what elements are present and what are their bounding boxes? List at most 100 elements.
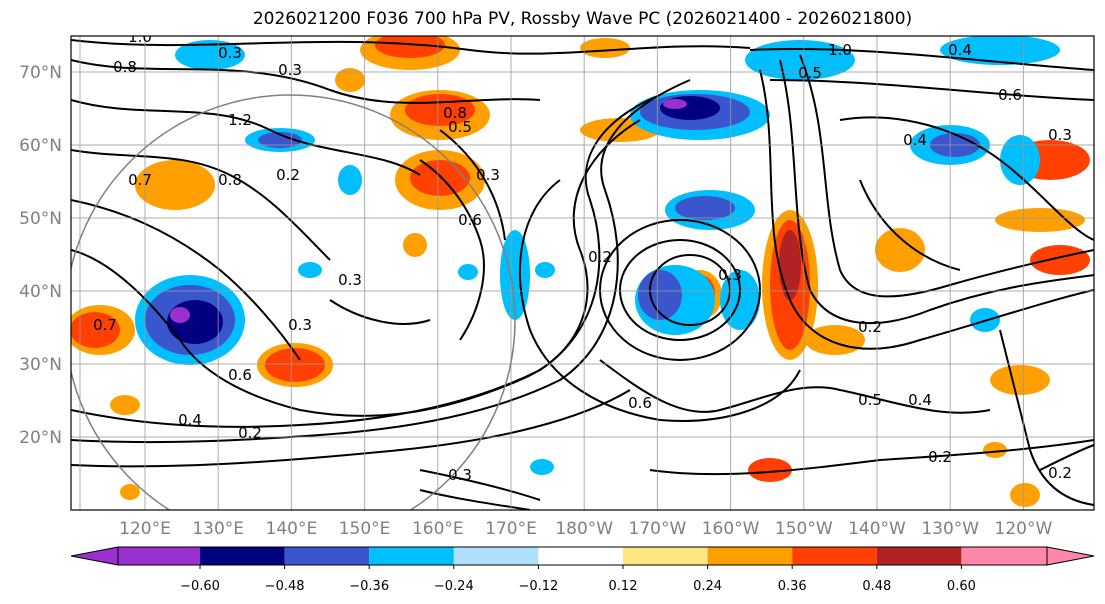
longitude-label: 180°W — [555, 519, 613, 539]
contour-line — [1039, 444, 1094, 471]
negative-anomaly — [170, 307, 190, 323]
contour-label: 0.6 — [228, 366, 252, 384]
contour-label: 0.3 — [476, 166, 500, 184]
longitude-label: 130°E — [192, 519, 244, 539]
contour-label: 0.2 — [238, 424, 262, 442]
longitude-label: 150°E — [339, 519, 391, 539]
negative-anomaly — [530, 459, 554, 475]
contour-line — [759, 69, 1094, 350]
colorbar-tick-label: −0.36 — [349, 579, 389, 594]
negative-anomaly — [940, 36, 1060, 65]
contour-label: 0.4 — [178, 411, 202, 429]
contour-line — [779, 59, 1094, 325]
contour-line — [749, 48, 1094, 71]
contour-line — [859, 179, 961, 271]
positive-anomaly — [375, 36, 445, 58]
negative-anomaly — [338, 165, 362, 195]
contour-line — [799, 54, 1094, 298]
positive-anomaly — [410, 160, 470, 196]
contour-label: 0.8 — [113, 58, 137, 76]
colorbar-swatch — [961, 547, 1047, 565]
positive-anomaly — [748, 458, 792, 482]
longitude-label: 160°E — [412, 519, 464, 539]
negative-anomaly — [535, 262, 555, 278]
contour-label: 0.3 — [718, 266, 742, 284]
positive-anomaly — [265, 348, 325, 382]
positive-anomaly — [995, 208, 1085, 232]
latitude-labels: 70°N 60°N 50°N 40°N 30°N 20°N — [19, 63, 62, 448]
colorbar-swatch — [792, 547, 877, 565]
colorbar-swatch — [538, 547, 623, 565]
positive-anomaly — [805, 325, 865, 355]
contour-line — [329, 299, 431, 325]
contour-label: 0.7 — [93, 316, 117, 334]
contour-line — [649, 254, 731, 326]
colorbar-tick-label: −0.48 — [265, 579, 305, 594]
contour-label: 0.3 — [288, 316, 312, 334]
contour-label: 1.2 — [228, 111, 252, 129]
contour-line — [71, 149, 331, 261]
contour-line — [619, 239, 741, 341]
latitude-label: 40°N — [19, 282, 62, 302]
positive-anomaly — [1010, 483, 1040, 507]
contour-label: 0.8 — [218, 171, 242, 189]
colorbar: −0.60 −0.48 −0.36 −0.24 −0.12 0.12 0.24 0.36 0.4… — [70, 546, 1095, 594]
reference-circle — [71, 94, 516, 510]
colorbar-tick-label: −0.24 — [434, 579, 474, 594]
plot-title: 2026021200 F036 700 hPa PV, Rossby Wave … — [252, 9, 913, 29]
colorbar-extend-min — [70, 546, 119, 566]
contour-line — [71, 59, 541, 104]
positive-anomaly — [335, 68, 365, 92]
longitude-label: 130°W — [921, 519, 979, 539]
longitude-label: 160°W — [702, 519, 760, 539]
longitude-labels: 120°E 130°E 140°E 150°E 160°E 170°E 180°W 170°W… — [119, 519, 1052, 539]
colorbar-extend-max — [1046, 546, 1095, 566]
negative-anomaly — [298, 262, 322, 278]
colorbar-tick-label: −0.12 — [518, 579, 558, 594]
colorbar-swatch — [453, 547, 539, 565]
contour-line — [999, 329, 1094, 506]
colorbar-tick-label: 0.36 — [778, 579, 807, 594]
contour-label: 0.6 — [458, 211, 482, 229]
colorbar-swatch — [118, 547, 200, 565]
colorbar-tick-label: −0.60 — [180, 579, 220, 594]
contour-label: 1.0 — [828, 41, 852, 59]
longitude-label: 140°E — [266, 519, 318, 539]
contour-label: 0.5 — [448, 118, 472, 136]
colorbar-tick-label: 0.60 — [947, 579, 976, 594]
negative-anomaly — [458, 264, 478, 280]
contour-line — [419, 159, 485, 341]
contour-label: 0.3 — [448, 466, 472, 484]
latitude-label: 50°N — [19, 209, 62, 229]
contour-labels: 0.3 0.8 1.0 0.3 1.0 0.4 0.5 0.6 1.2 0.8 0.5 0.7 0.2 0… — [93, 28, 1072, 484]
contour-label: 0.5 — [798, 64, 822, 82]
positive-anomaly — [875, 228, 925, 272]
positive-anomaly — [110, 395, 140, 415]
contour-label: 0.2 — [276, 166, 300, 184]
contour-label: 1.0 — [128, 28, 152, 46]
latitude-label: 60°N — [19, 136, 62, 156]
contour-label: 0.2 — [1048, 464, 1072, 482]
colorbar-swatch — [707, 547, 793, 565]
contour-label: 0.6 — [628, 394, 652, 412]
contour-label: 0.2 — [858, 318, 882, 336]
negative-anomaly — [663, 99, 687, 109]
contour-line — [71, 79, 691, 444]
contour-line — [419, 489, 531, 510]
contour-line — [71, 94, 661, 428]
contour-label: 0.3 — [338, 271, 362, 289]
positive-anomaly — [580, 38, 630, 58]
contour-label: 0.7 — [128, 171, 152, 189]
negative-anomaly — [675, 196, 735, 220]
map-area — [71, 36, 1094, 510]
longitude-label: 170°E — [485, 519, 537, 539]
contour-label: 0.3 — [1048, 126, 1072, 144]
colorbar-swatch — [369, 547, 454, 565]
positive-anomaly — [779, 230, 801, 300]
positive-anomaly — [983, 442, 1007, 458]
longitude-label: 170°W — [629, 519, 687, 539]
contour-line — [419, 469, 541, 501]
contour-label: 0.4 — [903, 131, 927, 149]
pv-contours — [71, 39, 1094, 510]
